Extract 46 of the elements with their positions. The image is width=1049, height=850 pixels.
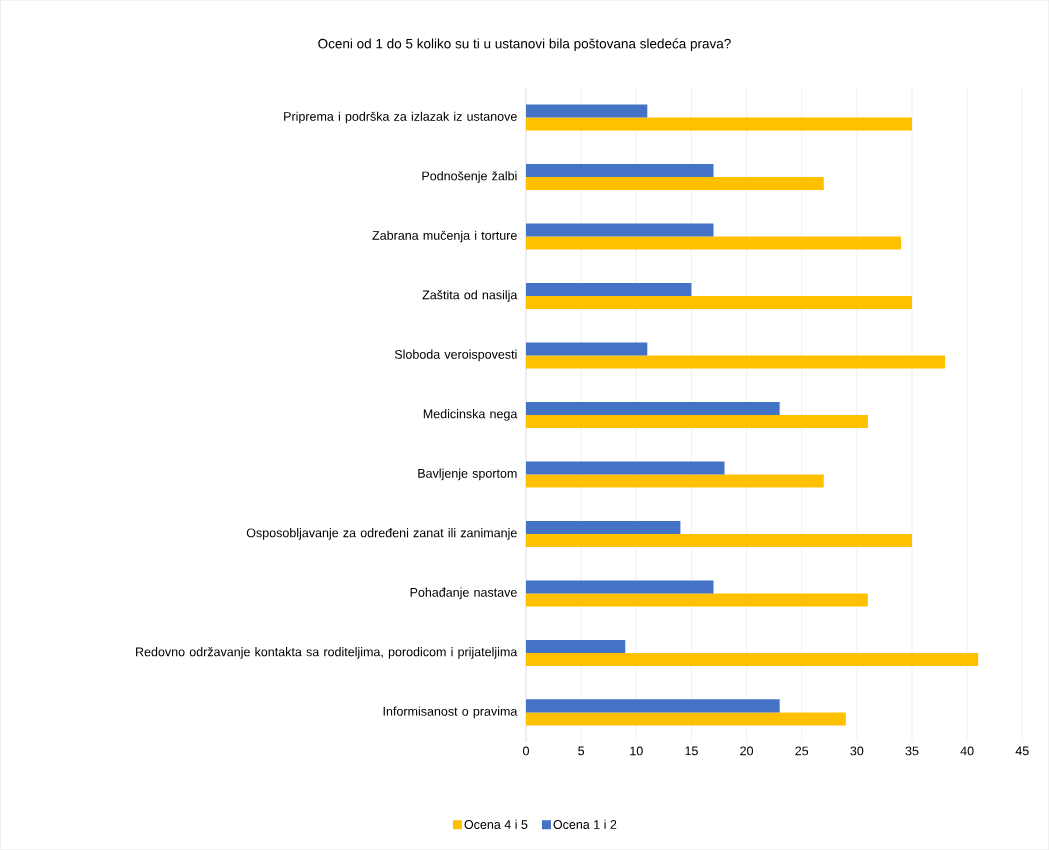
bar: [526, 236, 901, 250]
y-tick-label: Zaštita od nasilja: [422, 290, 518, 302]
x-tick-label: 10: [630, 746, 643, 756]
bar: [526, 401, 780, 415]
chart-title: Oceni od 1 do 5 koliko su ti u ustanovi bila poštovana sledeća prava?: [318, 38, 731, 52]
bar: [526, 474, 824, 488]
bar: [526, 415, 868, 428]
bar: [526, 639, 626, 653]
bar: [526, 355, 946, 369]
y-tick-label: Redovno održavanje kontakta sa roditeljima, porodicom i prijateljima: [136, 647, 518, 659]
bar: [526, 223, 714, 237]
x-tick-label: 45: [1015, 746, 1029, 756]
bar: [526, 117, 912, 131]
bar: [526, 652, 979, 666]
x-tick-label: 15: [685, 746, 698, 756]
bar: [526, 177, 824, 191]
bar: [526, 164, 714, 178]
legend-label: Ocena 4 i 5: [464, 819, 528, 830]
bar: [526, 296, 912, 310]
x-tick-label: 35: [905, 746, 919, 756]
y-tick-label: Osposobljavanje za određeni zanat ili zanimanje: [246, 528, 517, 540]
bar: [526, 580, 714, 594]
bar: [526, 533, 912, 547]
bar: [526, 520, 681, 534]
x-tick-label: 20: [740, 746, 754, 756]
y-tick-label: Priprema i podrška za izlazak iz ustanove: [284, 111, 517, 124]
y-tick-label: Zabrana mučenja i torture: [372, 230, 517, 243]
bar: [526, 283, 692, 297]
bar: [526, 699, 780, 713]
y-tick-label: Pohađanje nastave: [410, 587, 517, 600]
bar: [526, 712, 846, 726]
bar: [526, 104, 648, 118]
legend-label: Ocena 1 i 2: [553, 819, 617, 830]
bar: [526, 342, 648, 356]
x-tick-label: 40: [960, 746, 974, 756]
y-tick-label: Bavljenje sportom: [418, 468, 517, 481]
bar: [526, 593, 868, 607]
y-tick-label: Informisanost o pravima: [383, 706, 518, 719]
x-tick-label: 0: [523, 746, 529, 756]
bar: [526, 461, 725, 475]
y-tick-label: Sloboda veroispovesti: [394, 349, 517, 362]
y-tick-label: Podnošenje žalbi: [422, 171, 517, 183]
x-tick-label: 30: [850, 746, 864, 756]
y-tick-label: Medicinska nega: [423, 409, 518, 421]
x-tick-label: 5: [578, 746, 585, 756]
x-tick-label: 25: [795, 746, 809, 756]
